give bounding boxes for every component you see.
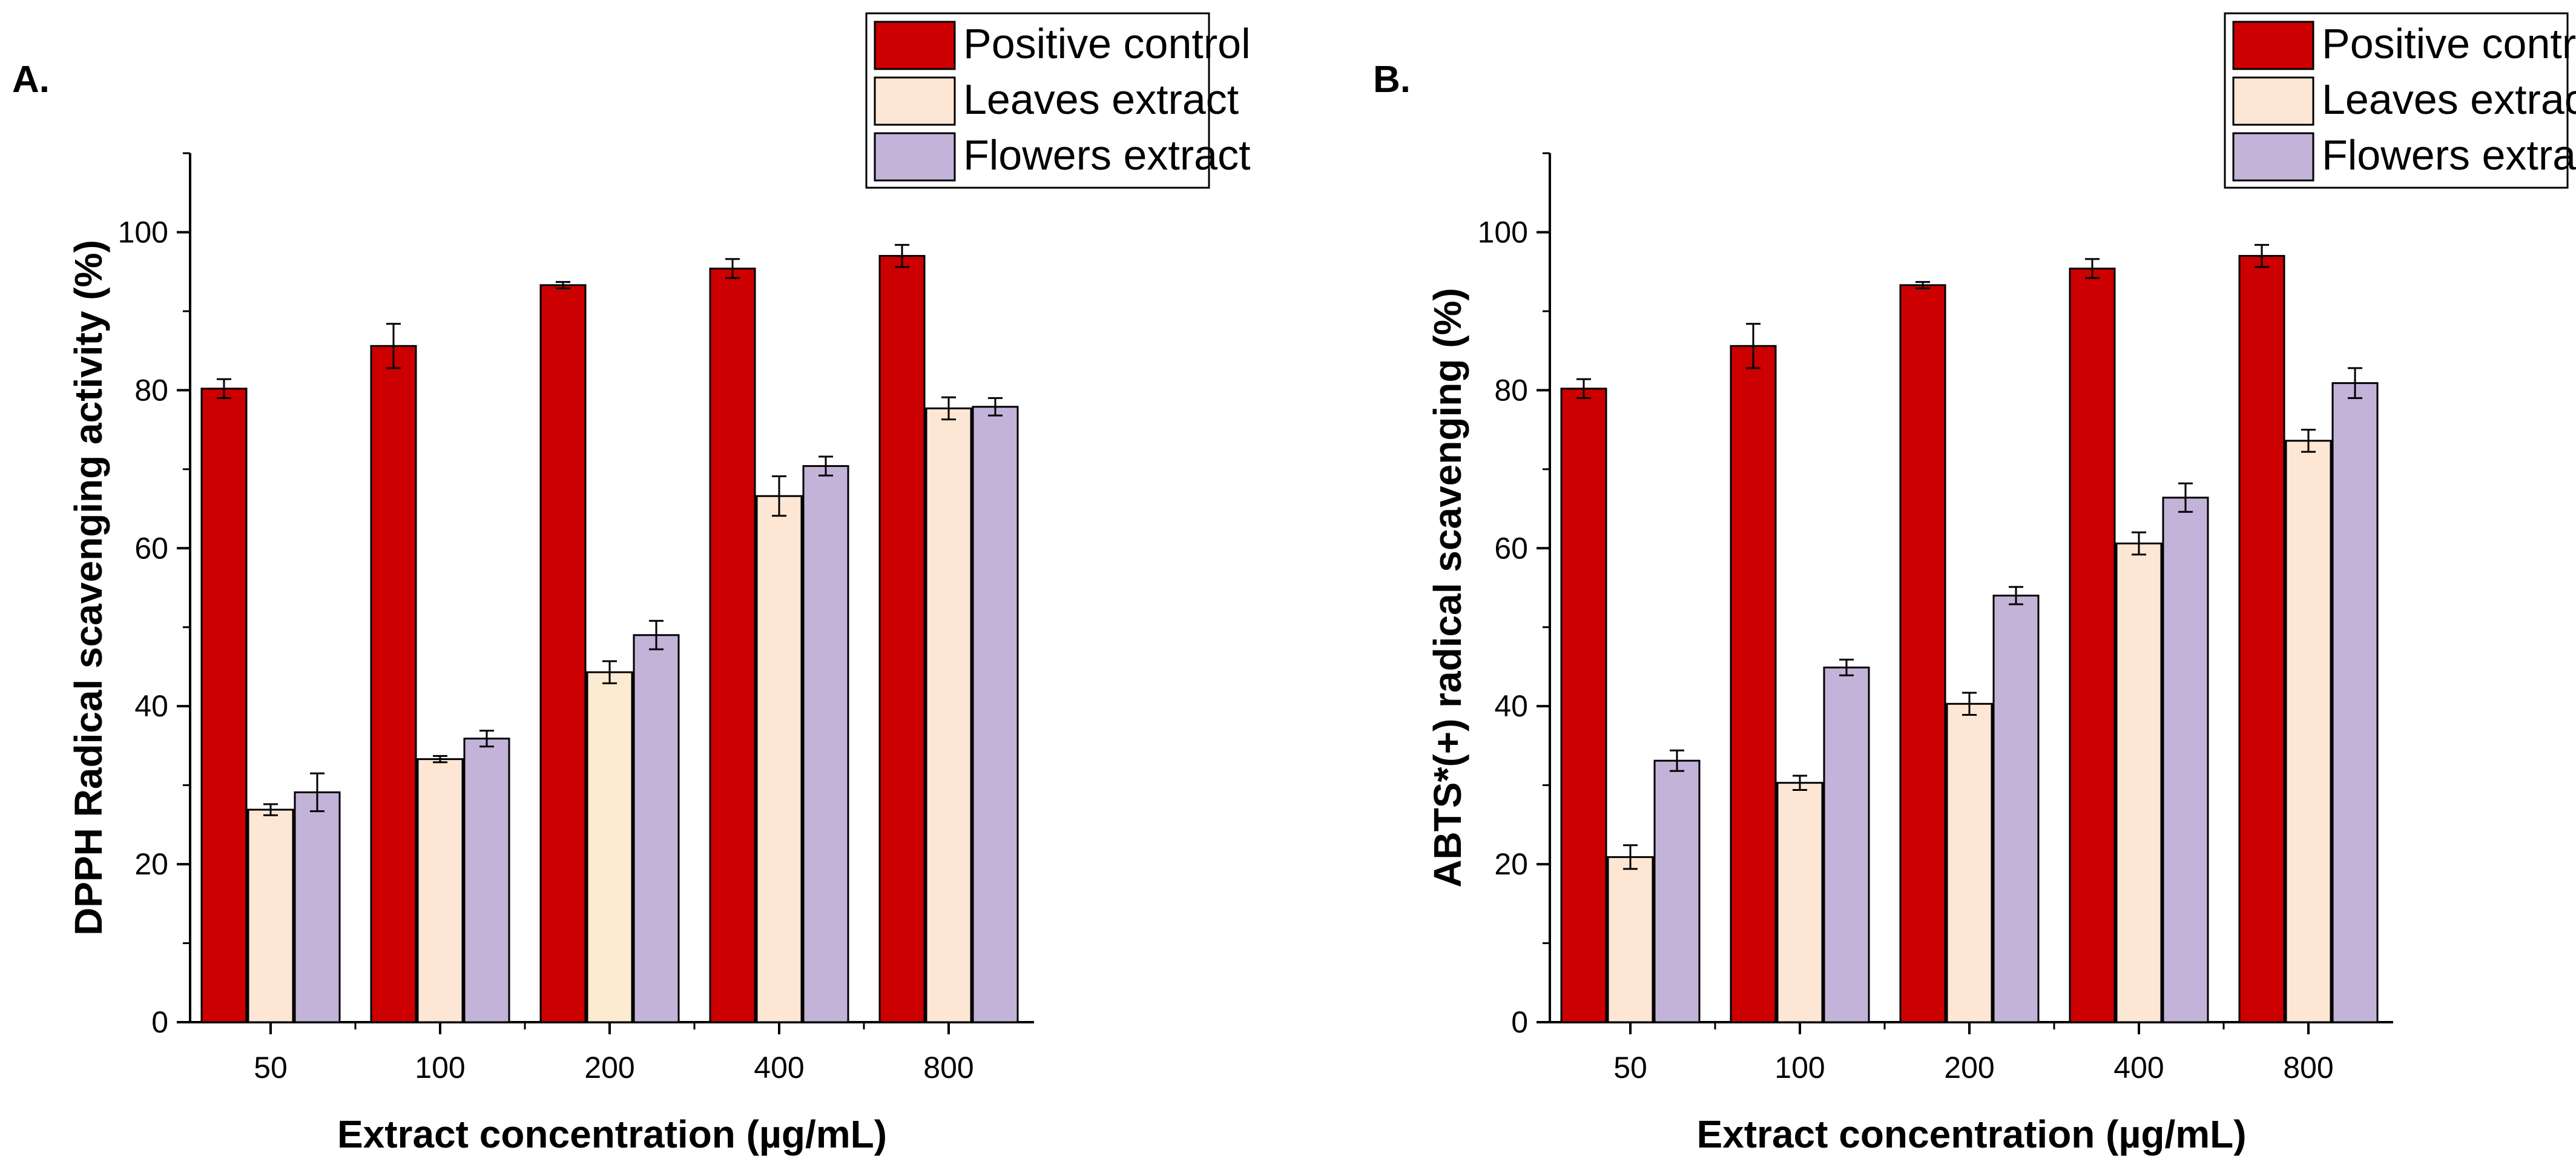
bar-positive-control-800 <box>2238 255 2285 1023</box>
bar-positive-control-100 <box>370 345 417 1023</box>
bar-flowers-extract-50 <box>294 791 341 1023</box>
bar-positive-control-200 <box>539 284 587 1023</box>
panel-label: B. <box>1373 59 1411 101</box>
bar-flowers-extract-400 <box>802 465 849 1023</box>
bar-leaves-extract-50 <box>1607 856 1654 1023</box>
y-tick-label: 20 <box>134 847 168 881</box>
bar-flowers-extract-800 <box>2331 382 2379 1023</box>
bar-positive-control-50 <box>1560 388 1607 1023</box>
y-axis-title: ABTS*(+) radical scavenging (%) <box>1426 288 1469 887</box>
bar-flowers-extract-100 <box>463 738 510 1023</box>
bar-leaves-extract-100 <box>417 758 464 1023</box>
x-tick-label: 100 <box>415 1051 465 1085</box>
y-tick-label: 80 <box>134 373 168 407</box>
legend: Positive control Leaves extract Flowers ex… <box>2224 12 2576 189</box>
bar-leaves-extract-100 <box>1776 782 1823 1023</box>
bar-leaves-extract-800 <box>2285 440 2332 1023</box>
x-axis-title: Extract concentration (µg/mL) <box>337 1112 887 1156</box>
bar-flowers-extract-800 <box>972 406 1019 1023</box>
bar-leaves-extract-800 <box>925 407 972 1023</box>
x-tick-label: 800 <box>2283 1051 2333 1085</box>
chart-panel-b: B. 0 20 40 60 80 100 50 100 200 400 800 Extract conc… <box>1373 12 2576 1156</box>
y-tick-label: 0 <box>151 1005 168 1039</box>
bar-positive-control-400 <box>2069 267 2116 1023</box>
legend-label: Flowers extract <box>963 131 1251 179</box>
y-tick-label: 20 <box>1494 847 1528 881</box>
x-tick-label: 50 <box>1613 1051 1647 1085</box>
bar-leaves-extract-200 <box>586 671 633 1023</box>
y-tick-label: 60 <box>134 531 168 565</box>
legend-label: Leaves extract <box>2322 76 2576 123</box>
bar-positive-control-200 <box>1899 284 1946 1023</box>
x-tick-label: 200 <box>584 1051 634 1085</box>
legend-label: Positive control <box>2322 20 2576 67</box>
bar-flowers-extract-200 <box>633 634 680 1023</box>
chart-panel-a: A. 0 20 40 60 80 100 50 100 200 400 800 Extract conc… <box>12 12 1251 1156</box>
bar-leaves-extract-50 <box>247 808 294 1023</box>
legend-swatch-leaves-extract <box>2232 76 2314 126</box>
y-tick-label: 40 <box>134 689 168 723</box>
x-tick-label: 400 <box>2113 1051 2164 1085</box>
legend-swatch-positive-control <box>2232 21 2314 70</box>
x-axis-title: Extract concentration (µg/mL) <box>1696 1112 2246 1156</box>
y-tick-label: 100 <box>118 215 168 249</box>
legend-label: Positive control <box>963 20 1251 67</box>
bar-flowers-extract-400 <box>2162 497 2209 1023</box>
bar-leaves-extract-200 <box>1946 702 1993 1023</box>
legend-swatch-positive-control <box>874 21 956 70</box>
x-tick-label: 200 <box>1944 1051 1994 1085</box>
x-tick-label: 50 <box>254 1051 288 1085</box>
y-tick-label: 100 <box>1478 215 1528 249</box>
bar-flowers-extract-50 <box>1653 759 1701 1023</box>
x-tick-label: 100 <box>1774 1051 1825 1085</box>
y-tick-label: 40 <box>1494 689 1528 723</box>
y-tick-label: 60 <box>1494 531 1528 565</box>
y-tick-label: 0 <box>1511 1005 1528 1039</box>
legend-swatch-leaves-extract <box>874 76 956 126</box>
x-tick-label: 800 <box>923 1051 973 1085</box>
panel-label: A. <box>12 59 50 101</box>
bar-leaves-extract-400 <box>2115 542 2163 1023</box>
legend-label: Flowers extract <box>2322 131 2576 179</box>
bar-flowers-extract-100 <box>1823 666 1870 1023</box>
legend-swatch-flowers-extract <box>2232 132 2314 182</box>
bar-positive-control-800 <box>878 255 926 1023</box>
legend: Positive control Leaves extract Flowers ex… <box>865 12 1251 189</box>
bar-leaves-extract-400 <box>756 495 803 1023</box>
bar-positive-control-50 <box>200 388 248 1023</box>
bar-positive-control-400 <box>709 267 756 1023</box>
legend-swatch-flowers-extract <box>874 132 956 182</box>
y-tick-label: 80 <box>1494 373 1528 407</box>
bar-positive-control-100 <box>1730 345 1777 1023</box>
bar-flowers-extract-200 <box>1992 595 2040 1023</box>
y-axis-title: DPPH Radical scavenging activity (%) <box>67 240 110 936</box>
legend-label: Leaves extract <box>963 76 1239 123</box>
x-tick-label: 400 <box>754 1051 804 1085</box>
